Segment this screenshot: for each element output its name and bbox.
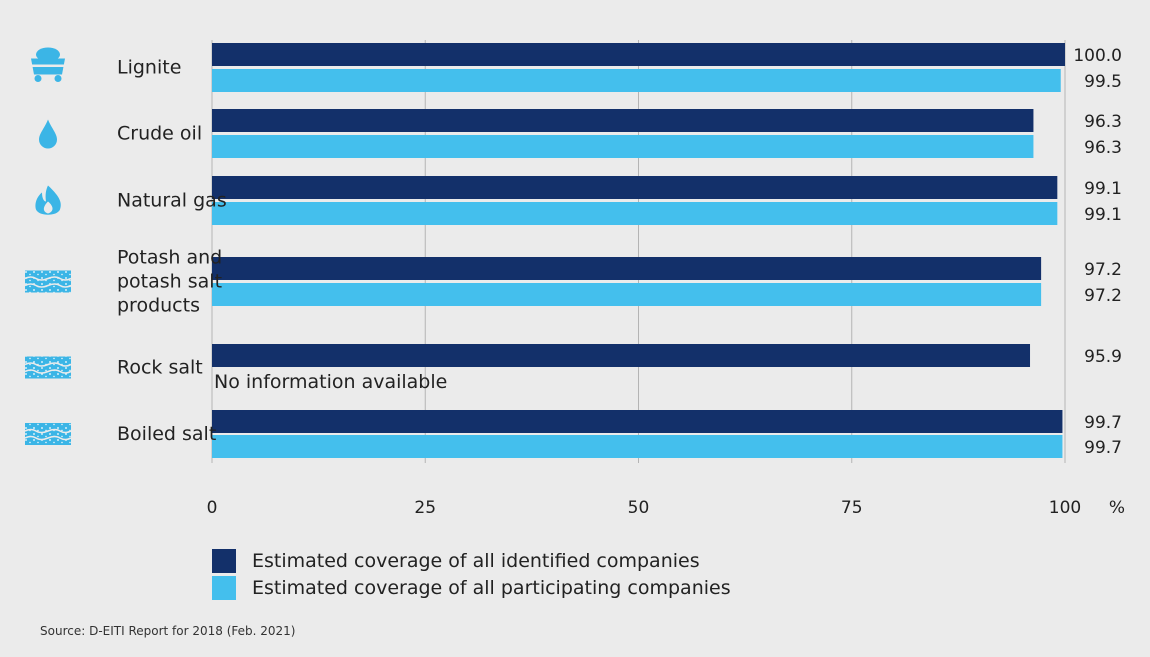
- bar-identified: [212, 176, 1058, 199]
- bar-identified: [212, 43, 1065, 66]
- bar-participating: [212, 69, 1061, 92]
- legend-item-identified: Estimated coverage of all identified com…: [212, 547, 731, 574]
- bar-participating: [212, 202, 1058, 225]
- bar-identified: [212, 410, 1063, 433]
- legend-swatch-participating: [212, 575, 236, 600]
- bar-participating: [212, 435, 1063, 458]
- source-note: Source: D-EITI Report for 2018 (Feb. 202…: [40, 624, 296, 638]
- salt-wave: [24, 435, 72, 441]
- labels: 0 25 50 75 100 % 100.0 99.5 Lignite 96.3 96.3 Crude…: [117, 46, 1125, 518]
- value-label-participating: 96.3: [1084, 138, 1122, 158]
- coverage-bar-chart: 0 25 50 75 100 % 100.0 99.5 Lignite 96.3 96.3 Crude…: [24, 40, 1125, 518]
- x-tick-label: 100: [1049, 498, 1081, 518]
- category-icons: [24, 47, 72, 445]
- category-label-line: Potash and: [117, 247, 222, 269]
- drop-shape: [39, 119, 57, 149]
- x-tick-label: 25: [414, 498, 436, 518]
- salt-wave: [24, 369, 72, 374]
- value-label-participating: 99.1: [1084, 205, 1122, 225]
- category-label: Boiled salt: [117, 423, 216, 445]
- value-label-identified: 97.2: [1084, 260, 1122, 280]
- category-label-line: products: [117, 295, 200, 317]
- value-label-participating: 99.7: [1084, 438, 1122, 458]
- mine-cart-icon: [31, 47, 65, 82]
- value-label-participating: 97.2: [1084, 286, 1122, 306]
- legend: Estimated coverage of all identified com…: [212, 547, 731, 601]
- bar-identified: [212, 344, 1031, 367]
- cart-wheel: [54, 75, 62, 82]
- x-unit-label: %: [1109, 498, 1125, 518]
- oil-drop-icon: [39, 119, 57, 149]
- category-label: Crude oil: [117, 123, 202, 145]
- category-label-line: Boiled salt: [117, 423, 216, 445]
- flame-outer: [35, 185, 61, 215]
- no-information-note: No information available: [214, 371, 447, 393]
- value-label-participating: 99.5: [1084, 72, 1122, 92]
- value-label-identified: 96.3: [1084, 112, 1122, 132]
- legend-label-participating: Estimated coverage of all participating …: [252, 576, 731, 599]
- x-tick-label: 50: [628, 498, 650, 518]
- category-label-line: Rock salt: [117, 357, 203, 379]
- salt-layer-icon: [24, 270, 72, 293]
- salt-wave: [24, 428, 72, 434]
- bar-identified: [212, 109, 1034, 132]
- category-label: Lignite: [117, 57, 181, 79]
- salt-wave: [24, 283, 72, 288]
- value-label-identified: 99.7: [1084, 413, 1122, 433]
- grid-lines: [211, 40, 1066, 463]
- legend-label-identified: Estimated coverage of all identified com…: [252, 549, 700, 572]
- category-label-line: potash salt: [117, 271, 222, 293]
- x-tick-label: 0: [207, 498, 218, 518]
- coal-heap: [36, 47, 60, 62]
- category-label-line: Crude oil: [117, 123, 202, 145]
- category-label: Rock salt: [117, 357, 203, 379]
- category-label: Potash and potash salt products: [117, 247, 222, 317]
- category-label-line: Lignite: [117, 57, 181, 79]
- salt-layer-icon: [24, 423, 72, 445]
- cart-wheel: [34, 75, 42, 82]
- cart-stripe: [31, 64, 65, 67]
- gas-flame-icon: [35, 185, 61, 215]
- flame-inner: [43, 201, 53, 214]
- salt-layers: [25, 356, 71, 379]
- salt-layers: [25, 423, 71, 445]
- bar-participating: [212, 283, 1042, 306]
- category-label-line: Natural gas: [117, 190, 227, 212]
- category-label: Natural gas: [117, 190, 227, 212]
- salt-wave: [24, 276, 72, 281]
- x-tick-label: 75: [841, 498, 863, 518]
- value-label-identified: 99.1: [1084, 179, 1122, 199]
- legend-swatch-identified: [212, 548, 236, 573]
- salt-layers: [25, 270, 71, 293]
- salt-layer-icon: [24, 356, 72, 379]
- salt-wave: [24, 362, 72, 367]
- legend-item-participating: Estimated coverage of all participating …: [212, 574, 731, 601]
- bars: [212, 43, 1065, 458]
- value-label-identified: 95.9: [1084, 347, 1122, 367]
- bar-identified: [212, 257, 1042, 280]
- value-label-identified: 100.0: [1073, 46, 1122, 66]
- bar-participating: [212, 135, 1034, 158]
